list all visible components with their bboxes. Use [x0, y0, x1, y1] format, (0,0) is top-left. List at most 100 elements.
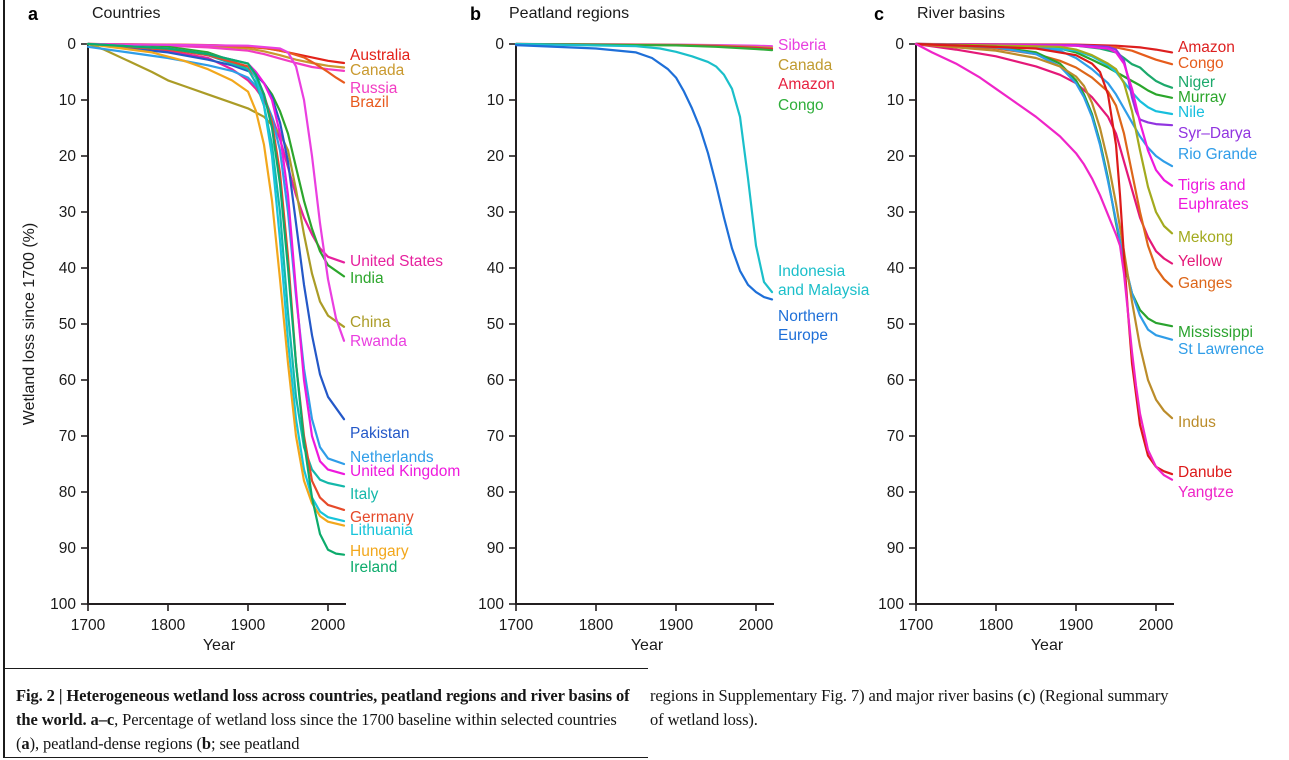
series-label-china: China [350, 314, 391, 332]
y-tick-label-b: 0 [495, 36, 504, 53]
x-tick-label-c: 1700 [899, 617, 934, 634]
y-tick-label-a: 40 [59, 260, 77, 277]
y-tick-label-a: 20 [59, 148, 77, 165]
y-tick-label-b: 50 [487, 316, 505, 333]
figure-caption-left-column: Fig. 2 | Heterogeneous wetland loss acro… [16, 684, 640, 756]
panel-letter-b: b [470, 4, 481, 24]
panel-title-river-basins: River basins [917, 5, 1006, 22]
x-tick-label-b: 1900 [659, 617, 694, 634]
caption-text-segment: Fig. 2 | Heterogeneous wetland loss acro… [16, 686, 630, 729]
y-tick-label-b: 30 [487, 204, 505, 221]
caption-text-segment: ), peatland-dense regions ( [29, 734, 202, 753]
series-label-australia: Australia [350, 47, 411, 65]
series-line-st-lawrence [914, 42, 1174, 341]
series-line-united-states [86, 42, 346, 264]
y-tick-label-a: 50 [59, 316, 77, 333]
series-label-lithuania: Lithuania [350, 521, 413, 539]
x-tick-label-b: 1800 [579, 617, 614, 634]
series-label-pakistan: Pakistan [350, 424, 410, 442]
series-label-rio-grande: Rio Grande [1178, 146, 1258, 164]
panel-letter-a: a [28, 4, 39, 24]
series-label-hungary: Hungary [350, 543, 409, 561]
series-label-canada: Canada [350, 62, 405, 80]
y-tick-label-a: 70 [59, 428, 77, 445]
y-tick-label-a: 90 [59, 540, 77, 557]
caption-text-segment: c [1022, 686, 1031, 705]
x-tick-label-c: 2000 [1139, 617, 1174, 634]
frame-line-left [3, 0, 5, 758]
series-line-netherlands [86, 45, 346, 466]
series-label-mississippi: Mississippi [1178, 324, 1253, 342]
series-line-indonesia-and-malaysia [514, 42, 774, 294]
caption-text-segment: c [106, 710, 115, 729]
y-tick-label-c: 10 [887, 92, 905, 109]
series-line-ganges [914, 42, 1174, 288]
series-line-yangtze [914, 42, 1174, 481]
panel-letter-c: c [874, 4, 885, 24]
series-label-india: India [350, 269, 384, 287]
x-axis-label-b: Year [630, 637, 664, 654]
series-label-mekong: Mekong [1178, 229, 1234, 247]
x-tick-label-c: 1900 [1059, 617, 1094, 634]
series-label-yangtze: Yangtze [1178, 483, 1234, 501]
series-label-brazil: Brazil [350, 94, 389, 112]
series-line-indus [914, 42, 1174, 420]
x-tick-label-c: 1800 [979, 617, 1014, 634]
y-tick-label-a: 60 [59, 372, 77, 389]
x-tick-label-a: 1700 [71, 617, 106, 634]
panel-title-peatland-regions: Peatland regions [509, 5, 630, 22]
series-label-russia: Russia [350, 80, 398, 98]
series-line-ireland [86, 42, 346, 556]
y-tick-label-b: 100 [478, 596, 504, 613]
caption-text-segment: a [90, 710, 99, 729]
x-axis-label-c: Year [1030, 637, 1064, 654]
series-line-tigris-and-euphrates [914, 42, 1174, 187]
series-label-italy: Italy [350, 486, 379, 504]
series-label-canada: Canada [778, 56, 833, 74]
caption-text-segment: ) (Regional summary of wetland loss). [650, 686, 1169, 729]
y-tick-label-a: 10 [59, 92, 77, 109]
series-label-indus: Indus [1178, 413, 1216, 431]
y-tick-label-c: 70 [887, 428, 905, 445]
series-line-northern-europe [514, 43, 774, 301]
y-tick-label-a: 30 [59, 204, 77, 221]
series-label-rwanda: Rwanda [350, 333, 407, 351]
series-label-tigris-and-euphrates: Tigris and Euphrates [1178, 176, 1249, 213]
x-tick-label-a: 1800 [151, 617, 186, 634]
series-line-rwanda [86, 42, 346, 342]
panel-title-countries: Countries [92, 5, 161, 22]
series-label-northern-europe: Northern Europe [778, 308, 839, 345]
series-line-syr-darya [914, 42, 1174, 127]
series-line-china [86, 42, 346, 328]
series-label-yellow: Yellow [1178, 253, 1223, 271]
y-tick-label-a: 100 [50, 596, 76, 613]
x-tick-label-b: 2000 [739, 617, 774, 634]
series-label-danube: Danube [1178, 464, 1233, 482]
series-label-united-kingdom: United Kingdom [350, 463, 461, 481]
y-tick-label-c: 20 [887, 148, 905, 165]
x-tick-label-a: 2000 [311, 617, 346, 634]
y-tick-label-c: 100 [878, 596, 904, 613]
series-label-ganges: Ganges [1178, 274, 1233, 292]
frame-line-caption-bottom [3, 757, 648, 758]
series-label-germany: Germany [350, 509, 414, 527]
y-tick-label-c: 40 [887, 260, 905, 277]
series-label-st-lawrence: St Lawrence [1178, 341, 1265, 359]
series-label-indonesia-and-malaysia: Indonesia and Malaysia [778, 263, 870, 300]
x-tick-label-b: 1700 [499, 617, 534, 634]
caption-text-segment: b [201, 734, 211, 753]
figure-caption-right-column: regions in Supplementary Fig. 7) and maj… [650, 684, 1170, 732]
series-label-united-states: United States [350, 253, 444, 271]
series-line-yellow [914, 42, 1174, 265]
y-tick-label-b: 60 [487, 372, 505, 389]
y-tick-label-b: 40 [487, 260, 505, 277]
y-tick-label-b: 80 [487, 484, 505, 501]
y-tick-label-c: 50 [887, 316, 905, 333]
y-tick-label-c: 0 [895, 36, 904, 53]
caption-text-segment: a [21, 734, 30, 753]
y-tick-label-c: 30 [887, 204, 905, 221]
y-tick-label-a: 0 [67, 36, 76, 53]
series-label-nile: Nile [1178, 104, 1205, 122]
series-label-murray: Murray [1178, 89, 1227, 107]
